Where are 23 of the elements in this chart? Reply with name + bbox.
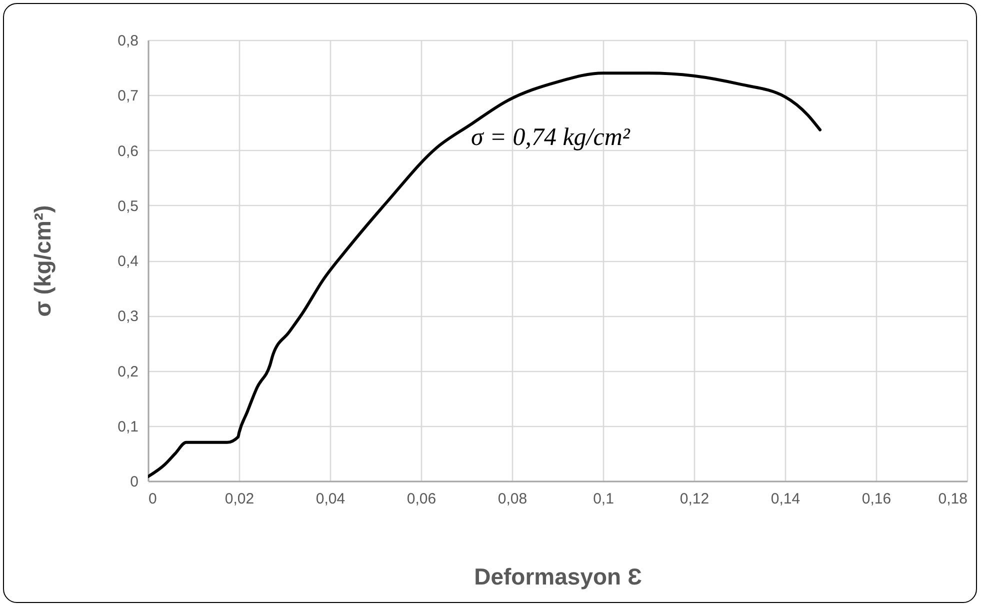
x-tick-label: 0,02 [224, 490, 254, 508]
annotation: σ = 0,74 kg/cm² [471, 124, 630, 151]
x-tick-label: 0 [148, 490, 157, 508]
y-tick-label: 0,4 [118, 253, 138, 270]
line-series [148, 72, 822, 478]
y-tick-label: 0,5 [118, 198, 138, 215]
y-tick-label: 0,2 [118, 363, 138, 380]
y-tick-label: 0,1 [118, 418, 138, 436]
y-tick-label: 0,3 [118, 308, 138, 326]
y-axis-title: σ (kg/cm²) [30, 205, 56, 317]
x-tick-label: 0,16 [862, 490, 892, 508]
x-tick-label: 0,14 [770, 490, 800, 508]
x-tick-label: 0,18 [938, 490, 968, 508]
x-tick-label: 0,1 [593, 490, 614, 508]
x-tick-label: 0,06 [406, 490, 436, 508]
x-tick-label: 0,12 [680, 490, 710, 508]
x-tick-label: 0,08 [498, 490, 528, 508]
x-tick-label: 0,04 [316, 490, 346, 508]
x-axis-title: Deformasyon Ɛ [474, 564, 642, 590]
y-tick-label: 0,6 [118, 142, 138, 160]
y-tick-label: 0,8 [118, 32, 138, 50]
y-tick-label: 0,7 [118, 88, 138, 105]
y-tick-label: 0 [130, 474, 138, 490]
